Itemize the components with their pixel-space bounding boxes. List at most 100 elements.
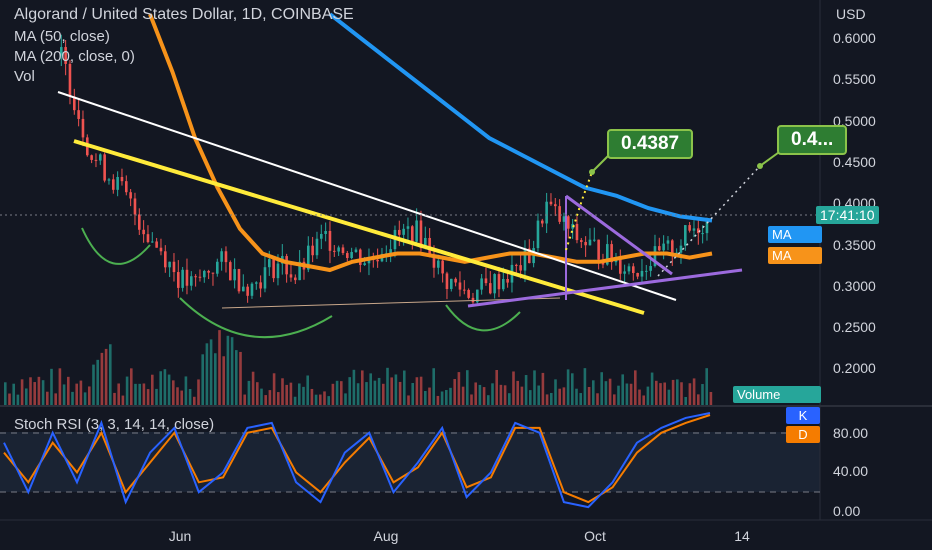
volume-bar: [50, 368, 53, 405]
volume-bar: [209, 339, 213, 405]
candle-body: [159, 247, 163, 252]
candle-body: [181, 269, 184, 288]
volume-bar: [508, 393, 511, 405]
candle-body: [324, 230, 327, 234]
candle-body: [484, 278, 488, 284]
volume-bar: [382, 383, 385, 405]
volume-bar: [256, 382, 259, 405]
candle-body: [359, 249, 362, 265]
volume-bar: [62, 384, 66, 405]
volume-bar: [176, 387, 179, 405]
volume-bar: [596, 393, 599, 405]
volume-bar: [445, 390, 448, 405]
candle-body: [350, 252, 353, 258]
volume-bar: [340, 381, 343, 405]
volume-bar: [365, 382, 368, 405]
time-tick-label: 14: [734, 528, 750, 544]
volume-bar: [251, 371, 255, 405]
volume-bar: [117, 383, 120, 405]
volume-bar: [503, 385, 507, 405]
volume-bar: [541, 372, 545, 405]
candle-body: [190, 276, 193, 286]
volume-bar: [125, 376, 129, 405]
volume-bar: [16, 394, 20, 405]
ma50-legend[interactable]: MA (50, close): [14, 28, 110, 45]
price-tick-label: 0.6000: [833, 30, 876, 46]
volume-bar: [33, 382, 36, 405]
candle-body: [597, 239, 600, 260]
volume-bar: [264, 395, 267, 405]
volume-bar: [461, 386, 465, 405]
candle-body: [268, 259, 271, 268]
volume-bar: [356, 383, 360, 405]
candle-body: [411, 226, 414, 242]
candle-body: [337, 247, 340, 252]
stoch-rsi-legend[interactable]: Stoch RSI (3, 3, 14, 14, close): [14, 416, 215, 433]
volume-bar: [587, 386, 591, 405]
volume-bar: [138, 383, 141, 405]
volume-bar: [478, 384, 482, 405]
candle-body: [554, 204, 557, 207]
candle-body: [211, 272, 215, 274]
volume-bar: [688, 383, 692, 405]
candle-body: [662, 243, 665, 251]
volume-bar: [260, 388, 263, 405]
volume-bar: [566, 369, 570, 405]
volume-bar: [524, 375, 528, 405]
volume-bar: [667, 389, 671, 405]
volume-bar: [692, 378, 696, 405]
pattern-arc-left: [81, 227, 151, 265]
candle-body: [489, 283, 492, 294]
candle-body: [701, 233, 704, 235]
volume-bar: [676, 379, 679, 405]
volume-bar: [243, 394, 246, 405]
volume-bar: [600, 372, 603, 405]
candle-body: [558, 206, 561, 222]
volume-bar: [151, 374, 154, 405]
volume-bar: [432, 368, 435, 405]
volume-bar: [562, 387, 566, 405]
volume-legend[interactable]: Vol: [14, 68, 35, 85]
volume-bar: [482, 387, 486, 405]
volume-bar: [709, 391, 713, 405]
ma200-legend[interactable]: MA (200, close, 0): [14, 48, 135, 65]
candle-body: [315, 238, 319, 256]
candle-body: [194, 276, 197, 278]
volume-bar: [289, 382, 293, 405]
volume-bar: [608, 378, 612, 405]
candle-body: [523, 248, 527, 271]
volume-bar: [424, 390, 427, 405]
volume-bar: [655, 380, 658, 405]
candle-body: [415, 220, 418, 242]
candle-body: [142, 229, 145, 235]
volume-bar: [92, 364, 95, 405]
price-tick-label: 0.2000: [833, 360, 876, 377]
neckline: [221, 297, 561, 309]
candle-body: [233, 269, 236, 281]
volume-bar: [386, 367, 389, 405]
volume-bar: [314, 394, 318, 405]
candle-body: [463, 289, 466, 291]
candle-body: [138, 214, 141, 230]
candle-body: [125, 181, 128, 193]
volume-bar: [88, 386, 91, 405]
candle-body: [406, 226, 410, 229]
candle-body: [177, 272, 180, 288]
volume-bar: [25, 388, 28, 405]
candle-body: [593, 239, 596, 241]
volume-bar: [41, 380, 45, 405]
candle-body: [458, 282, 462, 290]
volume-bar: [554, 379, 557, 405]
candle-body: [632, 266, 635, 274]
target-callout-right[interactable]: 0.4...: [777, 125, 848, 155]
candle-body: [116, 176, 119, 190]
candle-body: [467, 289, 470, 298]
volume-bar: [113, 392, 116, 405]
target-callout-left[interactable]: 0.4387: [607, 129, 694, 159]
volume-bar: [172, 380, 175, 405]
candle-body: [107, 179, 111, 181]
volume-bar: [516, 380, 519, 405]
volume-bar: [12, 383, 15, 405]
volume-bar: [323, 391, 326, 405]
